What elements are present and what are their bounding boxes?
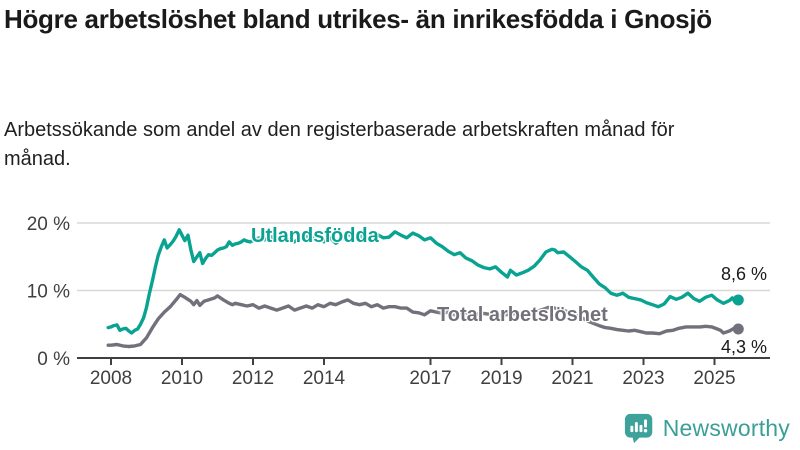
y-tick-label: 0 % [37, 349, 70, 370]
chart-subtitle: Arbetssökande som andel av den registerb… [4, 119, 675, 170]
series-line [106, 292, 740, 349]
series-label-utlandsfodda: Utlandsfödda [251, 225, 379, 247]
x-tick-label: 2025 [693, 368, 735, 389]
brand-name: Newsworthy [662, 415, 790, 441]
x-tick-label: 2023 [622, 368, 664, 389]
y-tick-label: 10 % [27, 282, 70, 303]
series-end-dot [732, 323, 744, 335]
end-value-label-total: 4,3 % [720, 337, 767, 357]
x-tick-label: 2017 [409, 368, 451, 389]
end-value-label-utlandsfodda: 8,6 % [720, 264, 767, 284]
x-tick-label: 2021 [551, 368, 593, 389]
x-tick-label: 2010 [161, 368, 203, 389]
x-tick-label: 2019 [480, 368, 522, 389]
series-end-dot [732, 294, 744, 306]
series-line [106, 228, 740, 335]
bar-chart-speech-bubble-icon [624, 413, 652, 444]
x-tick-label: 2008 [90, 368, 132, 389]
series-label-total-arbetsloshet: Total arbetslöshet [437, 304, 608, 326]
x-tick-label: 2014 [303, 368, 346, 389]
brand-footer: Newsworthy [624, 413, 790, 444]
y-tick-label: 20 % [27, 214, 70, 235]
x-tick-label: 2012 [232, 368, 274, 389]
chart-title: Högre arbetslöshet bland utrikes- än inr… [4, 4, 712, 34]
